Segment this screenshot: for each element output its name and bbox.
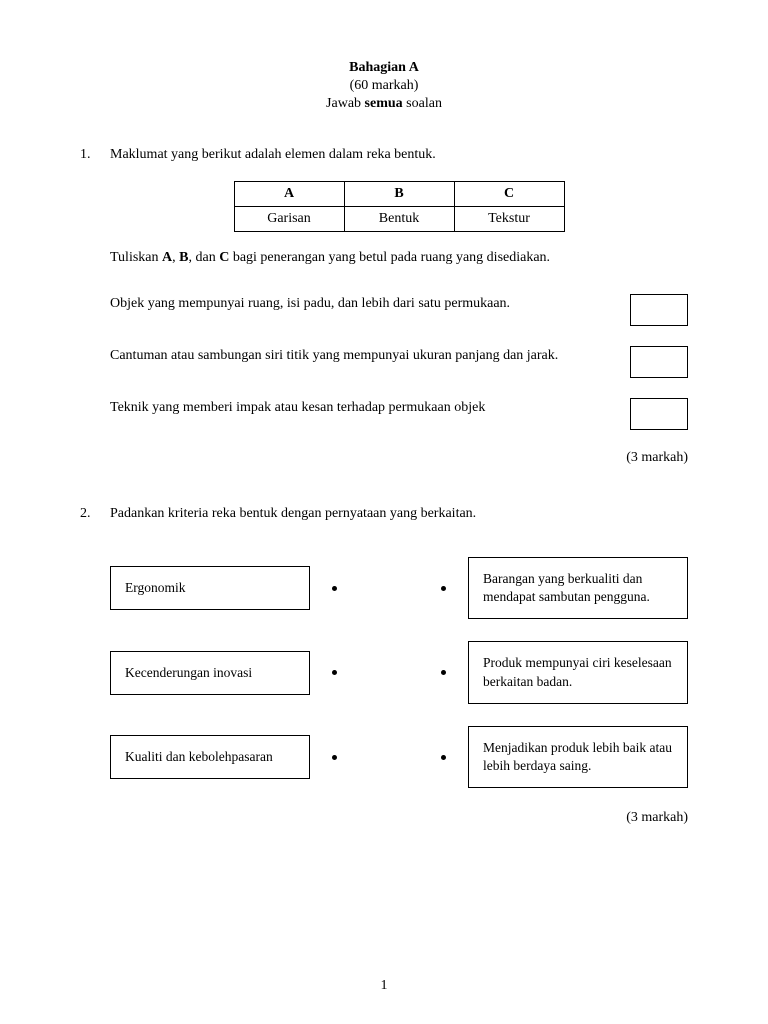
q1-desc-1: Objek yang mempunyai ruang, isi padu, da… [110, 294, 630, 314]
section-marks: (60 markah) [80, 78, 688, 94]
q1-answer-box-3[interactable] [630, 398, 688, 430]
dot-icon [441, 755, 446, 760]
q1-text: Maklumat yang berikut adalah elemen dala… [110, 147, 688, 163]
q2-marks: (3 markah) [110, 810, 688, 826]
q2-match-row-3: Kualiti dan kebolehpasaran Menjadikan pr… [110, 726, 688, 788]
table-header-b: B [344, 182, 454, 207]
q2-right-2: Produk mempunyai ciri keselesaan berkait… [468, 641, 688, 703]
q2-left-3: Kualiti dan kebolehpasaran [110, 735, 310, 779]
dot-icon [441, 586, 446, 591]
q2-left-2: Kecenderungan inovasi [110, 651, 310, 695]
dot-icon [332, 670, 337, 675]
q2-right-1: Barangan yang berkualiti dan mendapat sa… [468, 557, 688, 619]
q2-match-row-2: Kecenderungan inovasi Produk mempunyai c… [110, 641, 688, 703]
q1-marks: (3 markah) [110, 450, 688, 466]
dot-icon [441, 670, 446, 675]
q1-desc-row-3: Teknik yang memberi impak atau kesan ter… [110, 398, 688, 430]
question-1: 1. Maklumat yang berikut adalah elemen d… [80, 147, 688, 466]
table-header-c: C [454, 182, 564, 207]
q2-match-row-1: Ergonomik Barangan yang berkualiti dan m… [110, 557, 688, 619]
q1-desc-row-1: Objek yang mempunyai ruang, isi padu, da… [110, 294, 688, 326]
q1-desc-3: Teknik yang memberi impak atau kesan ter… [110, 398, 630, 418]
q1-instruction: Tuliskan A, B, dan C bagi penerangan yan… [110, 250, 688, 266]
q1-desc-2: Cantuman atau sambungan siri titik yang … [110, 346, 630, 366]
page-number: 1 [0, 978, 768, 994]
q1-answer-box-2[interactable] [630, 346, 688, 378]
dot-icon [332, 755, 337, 760]
q1-answer-box-1[interactable] [630, 294, 688, 326]
section-title: Bahagian A [80, 60, 688, 76]
table-cell-a: Garisan [234, 207, 344, 232]
q2-left-1: Ergonomik [110, 566, 310, 610]
table-cell-b: Bentuk [344, 207, 454, 232]
instruction-bold: semua [365, 96, 403, 111]
q1-desc-row-2: Cantuman atau sambungan siri titik yang … [110, 346, 688, 378]
q1-number: 1. [80, 147, 110, 466]
instruction-post: soalan [403, 96, 442, 111]
question-2: 2. Padankan kriteria reka bentuk dengan … [80, 506, 688, 826]
section-header: Bahagian A (60 markah) Jawab semua soala… [80, 60, 688, 112]
instruction-pre: Jawab [326, 96, 365, 111]
table-header-a: A [234, 182, 344, 207]
q2-text: Padankan kriteria reka bentuk dengan per… [110, 506, 688, 522]
q2-right-3: Menjadikan produk lebih baik atau lebih … [468, 726, 688, 788]
q1-element-table: A B C Garisan Bentuk Tekstur [234, 181, 565, 232]
table-cell-c: Tekstur [454, 207, 564, 232]
q2-number: 2. [80, 506, 110, 826]
dot-icon [332, 586, 337, 591]
section-instruction: Jawab semua soalan [80, 96, 688, 112]
